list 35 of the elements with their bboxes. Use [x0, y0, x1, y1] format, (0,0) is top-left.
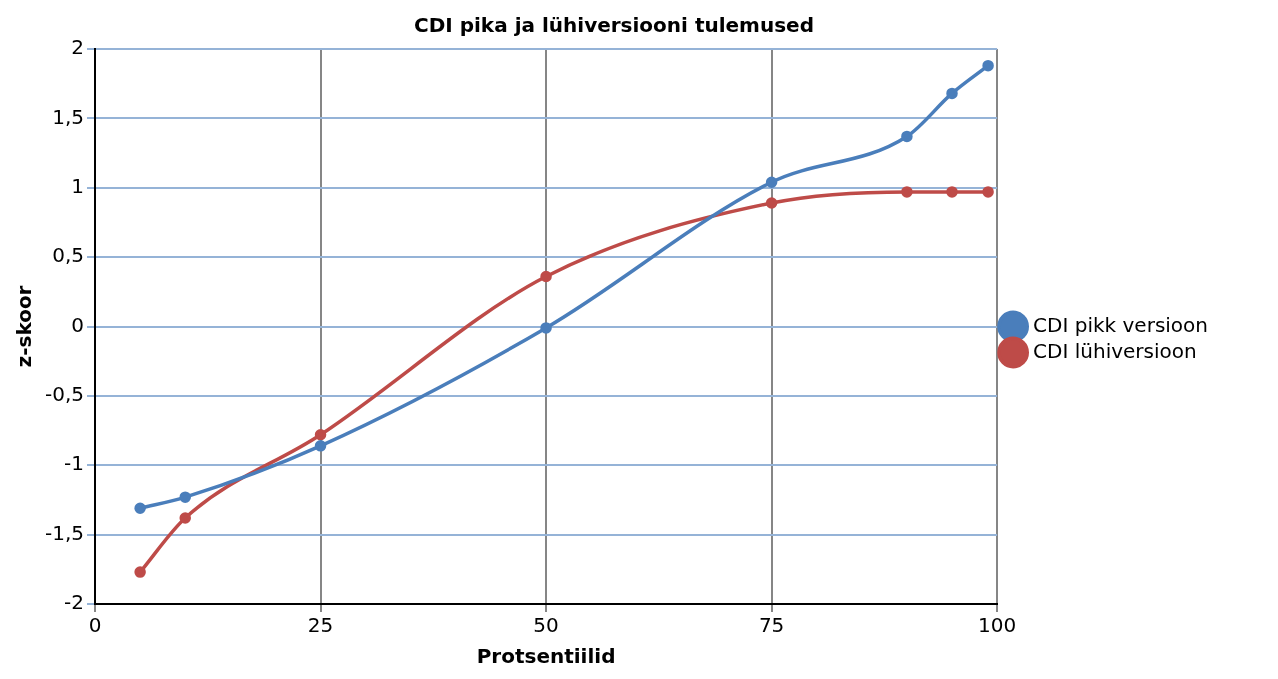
- point: [946, 186, 958, 198]
- point: [982, 59, 994, 72]
- point: [901, 186, 913, 198]
- point: [179, 512, 191, 524]
- y-axis-title: z-skoor: [12, 285, 37, 368]
- y-tick-label: 0,5: [52, 243, 85, 268]
- point: [901, 130, 913, 143]
- legend-label: CDI pikk versioon: [1033, 312, 1209, 337]
- point: [765, 197, 778, 209]
- x-tick-label: 75: [758, 613, 785, 638]
- chart-title: CDI pika ja lühiversiooni tulemused: [414, 13, 814, 38]
- point: [540, 322, 552, 334]
- point: [765, 176, 778, 188]
- point: [540, 270, 552, 283]
- point: [946, 87, 958, 100]
- x-axis-title: Protsentiilid: [476, 644, 616, 669]
- x-tick-label: 25: [307, 613, 334, 638]
- y-tick-label: 1: [71, 173, 85, 198]
- x-tick-label: 50: [533, 613, 559, 638]
- y-tick-label: 2: [71, 35, 85, 60]
- y-tick-label: -2: [64, 590, 85, 615]
- point: [982, 186, 994, 198]
- y-tick-label: -1: [64, 451, 85, 476]
- x-tick-label: 100: [978, 613, 1017, 638]
- point: [314, 428, 327, 441]
- point: [179, 491, 191, 503]
- point: [134, 502, 146, 515]
- x-tick-label: 0: [88, 613, 102, 638]
- y-tick-label: 1,5: [52, 104, 85, 129]
- point: [314, 440, 327, 452]
- point: [134, 566, 146, 578]
- y-tick-label: -0,5: [44, 382, 85, 407]
- y-tick-label: 0: [71, 312, 85, 337]
- legend-label: CDI lühiversioon: [1033, 338, 1197, 363]
- y-tick-label: -1,5: [44, 520, 85, 545]
